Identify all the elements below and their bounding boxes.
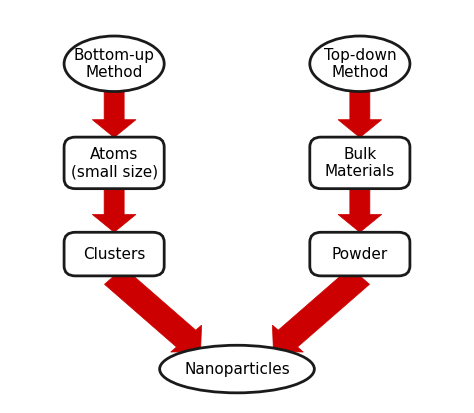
Text: Clusters: Clusters [83,247,146,261]
Ellipse shape [160,345,314,393]
Text: Nanoparticles: Nanoparticles [184,361,290,377]
FancyBboxPatch shape [310,137,410,189]
Text: Powder: Powder [332,247,388,261]
Text: Top-down
Method: Top-down Method [324,47,396,80]
Ellipse shape [310,36,410,92]
Text: Atoms
(small size): Atoms (small size) [71,147,158,179]
FancyBboxPatch shape [310,232,410,276]
Polygon shape [92,90,136,138]
Text: Bottom-up
Method: Bottom-up Method [73,47,155,80]
Polygon shape [104,268,201,352]
FancyBboxPatch shape [64,137,164,189]
Polygon shape [338,90,382,138]
FancyBboxPatch shape [64,232,164,276]
Polygon shape [92,188,136,232]
Text: Bulk
Materials: Bulk Materials [325,147,395,179]
Polygon shape [338,188,382,232]
Ellipse shape [64,36,164,92]
Polygon shape [273,268,370,352]
